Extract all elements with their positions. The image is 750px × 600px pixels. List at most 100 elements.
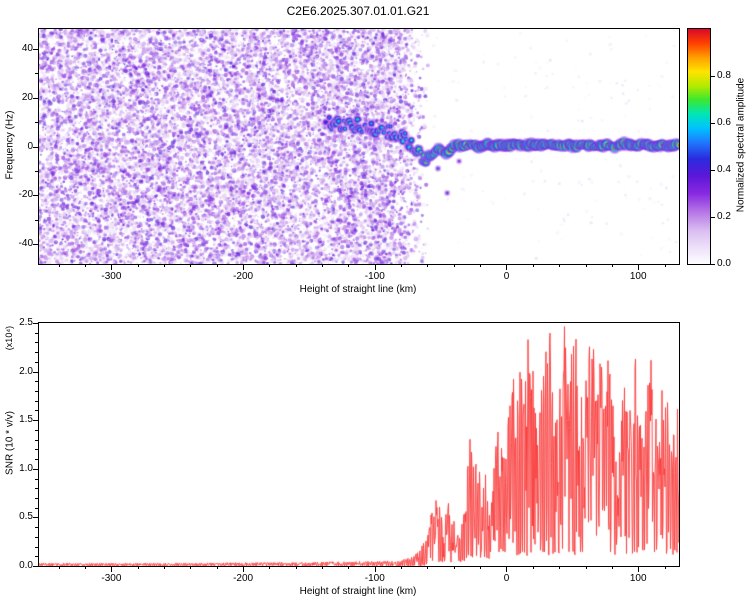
y-minor-tick (35, 536, 38, 538)
x-minor-tick (532, 566, 534, 569)
y-minor-tick (35, 170, 38, 172)
y-minor-tick (35, 342, 38, 344)
x-minor-tick (85, 566, 87, 569)
colorbar-tick-label: 0.8 (717, 70, 731, 81)
x-minor-tick (348, 264, 350, 267)
y-major-tick (33, 371, 38, 373)
y-tick-label: 2.5 (19, 317, 33, 328)
y-major-tick (33, 146, 38, 148)
y-major-tick (33, 420, 38, 422)
colorbar-tick (711, 170, 715, 171)
y-tick-label: 1.5 (19, 414, 33, 426)
x-tick-label: -200 (233, 573, 254, 584)
x-major-tick (638, 566, 640, 572)
x-tick-label: -300 (101, 573, 122, 584)
x-minor-tick (453, 566, 455, 569)
y-minor-tick (35, 527, 38, 529)
colorbar-tick (711, 217, 715, 218)
x-minor-tick (85, 264, 87, 267)
y-tick-label: 0.5 (19, 511, 33, 523)
x-minor-tick (559, 566, 561, 569)
y-major-tick (33, 566, 38, 567)
x-major-tick (111, 566, 113, 572)
y-major-tick (33, 323, 38, 324)
x-minor-tick (295, 566, 297, 569)
x-major-tick (111, 264, 113, 270)
figure-title: C2E6.2025.307.01.01.G21 (286, 4, 430, 18)
y-tick-label: 2.0 (19, 365, 33, 377)
y-minor-tick (35, 381, 38, 383)
x-tick-label: 0 (503, 573, 510, 584)
x-tick-label: -100 (364, 573, 385, 584)
y-minor-tick (35, 429, 38, 431)
y-major-tick (33, 48, 38, 50)
x-minor-tick (611, 264, 613, 267)
x-minor-tick (58, 566, 60, 569)
snr-plot: -300 -200 -100 0 100 0.0 0.5 1.0 1.5 2.0 2.5 (19, 317, 680, 584)
spectrogram-plot: -300 -200 -100 0 100 -40 -20 0 20 40 (19, 28, 680, 282)
y-minor-tick (35, 122, 38, 124)
spectrogram-ylabel: Frequency (Hz) (4, 110, 16, 180)
x-minor-tick (611, 566, 613, 569)
x-minor-tick (664, 566, 666, 569)
x-minor-tick (480, 264, 482, 267)
y-tick-label: 0.0 (19, 560, 33, 571)
x-minor-tick (137, 566, 139, 569)
x-major-tick (243, 264, 245, 270)
y-tick-label: -20 (18, 189, 33, 201)
x-tick-label: -300 (101, 271, 122, 282)
x-minor-tick (269, 264, 271, 267)
snr-xlabel: Height of straight line (km) (299, 586, 417, 597)
x-minor-tick (190, 566, 192, 569)
y-tick-label: 40 (21, 42, 33, 54)
colorbar-tick (711, 76, 715, 77)
x-minor-tick (427, 264, 429, 267)
colorbar-tick-label: 0.0 (717, 258, 731, 269)
x-minor-tick (585, 566, 587, 569)
y-tick-label: 1.0 (19, 462, 33, 474)
x-major-tick (374, 264, 376, 270)
y-minor-tick (35, 410, 38, 412)
y-minor-tick (35, 391, 38, 393)
y-minor-tick (35, 352, 38, 354)
x-major-tick (638, 264, 640, 270)
x-minor-tick (58, 264, 60, 267)
x-minor-tick (532, 264, 534, 267)
y-minor-tick (35, 459, 38, 461)
spectrogram-xlabel: Height of straight line (km) (299, 284, 417, 295)
x-minor-tick (190, 264, 192, 267)
colorbar-canvas (688, 29, 710, 264)
y-minor-tick (35, 332, 38, 334)
x-minor-tick (401, 264, 403, 267)
x-minor-tick (164, 264, 166, 267)
x-tick-label: -200 (233, 271, 254, 282)
colorbar-tick (711, 123, 715, 124)
y-major-tick (33, 244, 38, 246)
y-minor-tick (35, 449, 38, 451)
x-minor-tick (322, 566, 324, 569)
snr-ylabel: SNR (10 * v/v) (4, 411, 16, 475)
y-major-tick (33, 468, 38, 470)
y-major-tick (33, 517, 38, 519)
y-major-tick (33, 97, 38, 99)
x-minor-tick (322, 264, 324, 267)
spectrogram-canvas (39, 29, 679, 264)
colorbar-tick (711, 264, 715, 265)
x-minor-tick (559, 264, 561, 267)
colorbar-tick-label: 0.6 (717, 117, 731, 128)
x-minor-tick (480, 566, 482, 569)
y-minor-tick (35, 400, 38, 402)
x-minor-tick (401, 566, 403, 569)
y-tick-label: 20 (21, 91, 33, 103)
x-minor-tick (664, 264, 666, 267)
x-minor-tick (137, 264, 139, 267)
x-tick-label: -100 (364, 271, 385, 282)
x-major-tick (506, 264, 508, 270)
colorbar-label: Normalized spectral amplitude (735, 77, 747, 213)
x-major-tick (374, 566, 376, 572)
colorbar-tick-label: 0.2 (717, 211, 731, 222)
snr-yscale-label: (x10⁴) (4, 325, 14, 351)
y-major-tick (33, 195, 38, 197)
colorbar: 0.0 0.2 0.4 0.6 0.8 (687, 28, 731, 269)
x-tick-label: 100 (629, 573, 647, 584)
